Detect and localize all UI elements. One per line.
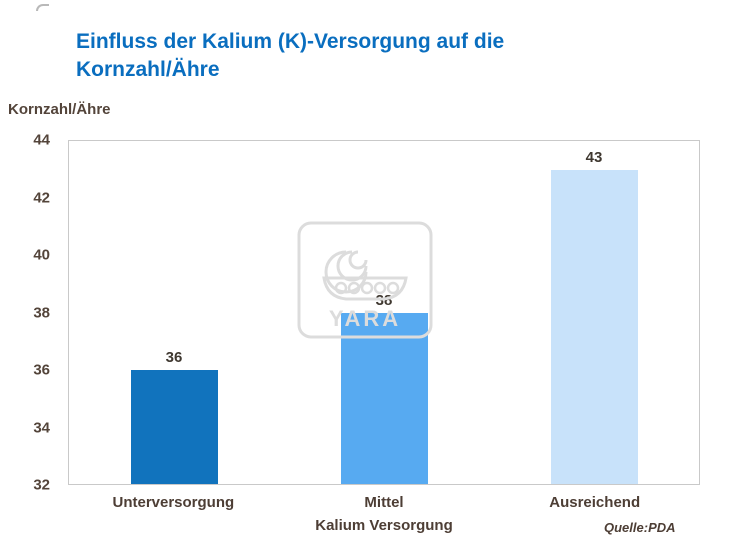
x-category-label: Mittel [364, 494, 404, 511]
bar-slot: 36 [69, 141, 279, 484]
y-tick-label: 36 [33, 361, 50, 379]
y-tick-label: 42 [33, 189, 50, 206]
x-axis-title: Kalium Versorgung [315, 517, 453, 534]
x-category-cell: Unterversorgung [68, 494, 279, 534]
x-axis-labels: Unterversorgung Mittel Kalium Versorgung Au… [68, 494, 700, 534]
bar-slot: 38 [279, 141, 489, 484]
bars-container: 36 38 43 [69, 141, 699, 484]
y-axis-title: Kornzahl/Ähre [8, 101, 111, 118]
bar-value-label: 43 [585, 148, 603, 166]
y-tick-label: 32 [33, 476, 50, 494]
y-axis-ticks: 44 42 40 38 36 34 32 [0, 132, 58, 494]
chart-title: Einfluss der Kalium (K)-Versorgung auf d… [76, 30, 505, 81]
bar-mittel: 38 [340, 292, 428, 484]
bar-unterversorgung: 36 [130, 349, 218, 484]
y-tick-label: 44 [33, 131, 50, 149]
x-category-cell: Mittel Kalium Versorgung [279, 494, 490, 534]
source-label: Quelle:PDA [604, 520, 676, 535]
y-tick-label: 34 [33, 419, 50, 436]
bar-value-label: 36 [165, 348, 183, 366]
y-tick-label: 38 [33, 304, 50, 321]
bar-slot: 43 [489, 141, 699, 484]
x-category-cell: Ausreichend [489, 494, 700, 534]
corner-mark [36, 4, 49, 11]
bar-ausreichend: 43 [550, 149, 638, 484]
x-category-label: Ausreichend [549, 494, 641, 511]
x-category-label: Unterversorgung [112, 494, 235, 511]
plot-area: 36 38 43 YARA [68, 140, 700, 485]
y-tick-label: 40 [33, 246, 50, 264]
bar-value-label: 38 [375, 291, 393, 309]
